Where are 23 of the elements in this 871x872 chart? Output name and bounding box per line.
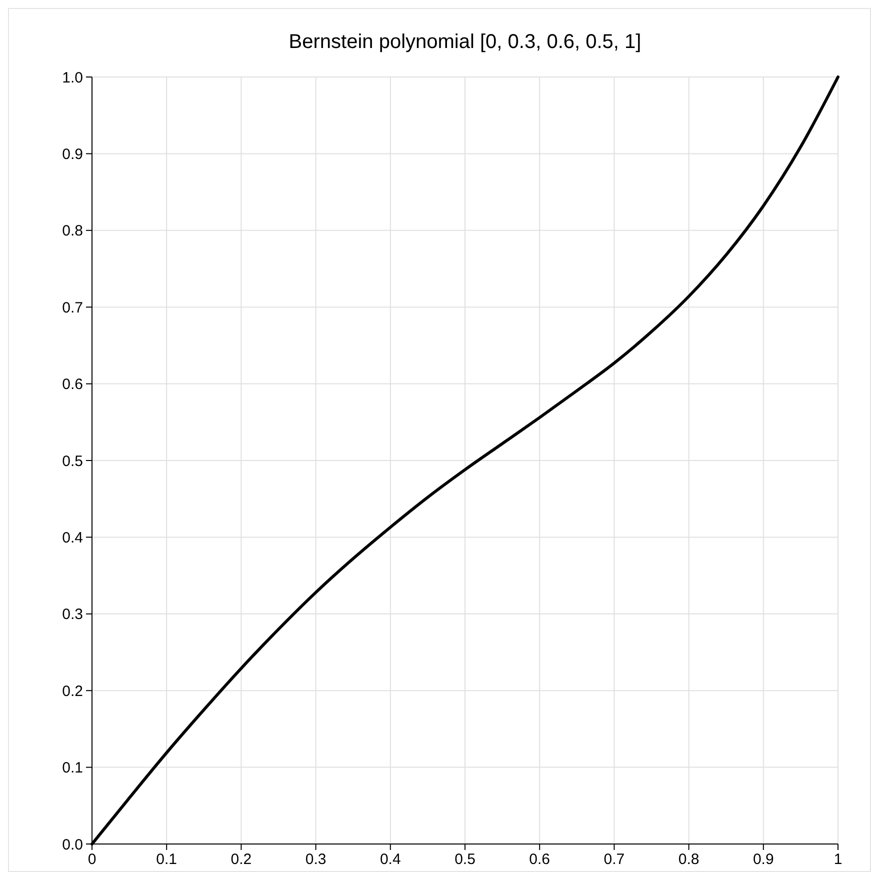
y-tick-label: 0.4 bbox=[62, 529, 83, 546]
x-tick-label: 0.7 bbox=[604, 851, 625, 868]
x-tick-label: 0.4 bbox=[380, 851, 401, 868]
y-tick-label: 0.8 bbox=[62, 222, 83, 240]
x-tick-label: 0.3 bbox=[305, 851, 326, 868]
chart-title: Bernstein polynomial [0, 0.3, 0.6, 0.5, 1] bbox=[288, 31, 642, 53]
y-tick-label: 0.0 bbox=[62, 836, 83, 854]
y-tick-label: 0.5 bbox=[62, 452, 83, 470]
y-tick-label: 0.2 bbox=[62, 682, 83, 700]
x-tick-label: 0.5 bbox=[454, 851, 476, 868]
y-tick-label: 0.6 bbox=[62, 376, 83, 394]
y-tick-label: 0.3 bbox=[62, 606, 83, 624]
x-tick-label: 0.9 bbox=[752, 851, 774, 868]
x-tick-label: 1 bbox=[834, 851, 842, 868]
x-tick-label: 0.1 bbox=[156, 851, 178, 868]
y-tick-label: 1.0 bbox=[62, 69, 83, 86]
y-tick-label: 0.9 bbox=[62, 146, 83, 163]
x-tick-label: 0 bbox=[88, 851, 96, 868]
x-tick-label: 0.6 bbox=[529, 851, 550, 868]
y-tick-label: 0.1 bbox=[62, 760, 83, 777]
y-tick-label: 0.7 bbox=[62, 299, 83, 316]
x-tick-label: 0.2 bbox=[230, 851, 252, 868]
x-tick-label: 0.8 bbox=[678, 851, 700, 868]
